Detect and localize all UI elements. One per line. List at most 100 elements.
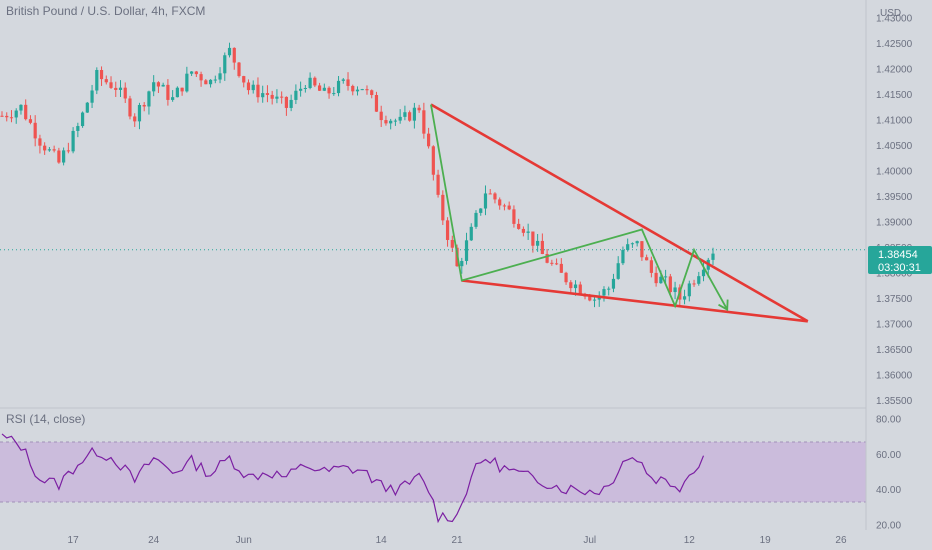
candle-body [223,55,227,74]
candle-body [483,193,488,209]
candle-body [488,193,492,195]
candle-body [450,239,454,248]
candle-body [554,263,559,265]
candle-body [384,120,388,124]
candle-body [536,240,540,246]
candle-body [71,130,75,152]
candle-body [24,104,28,120]
candle-body [76,126,80,131]
candle-body [104,79,108,83]
time-axis[interactable]: 17 24 Jun 14 21 Jul 12 19 26 [68,535,847,546]
upper-trendline[interactable] [430,103,809,323]
candle-body [692,283,696,285]
candle-body [5,115,9,118]
candle-body [38,138,42,146]
candle-body [90,90,94,103]
candle-body [251,84,255,91]
time-axis-tick: 19 [760,535,772,546]
candle-body [28,119,33,123]
candle-body [62,150,66,163]
lower-trendline[interactable] [461,279,808,323]
candle-body [270,94,274,99]
candle-body [284,96,288,108]
candle-body [659,276,663,284]
rsi-axis[interactable]: 20.00 40.00 60.00 80.00 [876,415,901,532]
price-axis-tick: 1.42000 [876,64,913,75]
candle-body [142,104,146,107]
price-axis-tick: 1.39000 [876,217,913,228]
candle-body [550,262,554,264]
pattern-drawing[interactable] [430,104,729,311]
candle-body [645,257,649,261]
rsi-axis-tick: 80.00 [876,415,901,426]
candle-body [199,74,203,81]
candle-body [427,133,431,147]
candle-body [630,243,635,245]
candle-body [398,116,402,121]
candle-body [161,84,165,87]
candle-body [175,87,179,98]
candle-body [370,90,374,96]
candle-body [275,96,279,99]
candle-body [9,117,14,119]
candle-body [52,149,56,151]
candle-body [152,82,156,92]
candle-body [180,87,184,92]
candle-body [540,240,544,254]
candle-body [573,284,578,289]
candle-body [635,241,639,244]
last-price-tag: 1.38454 03:30:31 [868,246,932,274]
candle-body [607,288,611,290]
candle-body [464,240,469,261]
candle-body [389,120,393,124]
price-axis-tick: 1.36000 [876,370,913,381]
candle-body [66,150,70,152]
candle-body [422,110,426,134]
candle-body [569,282,573,289]
candle-body [261,93,265,98]
candle-body [19,104,23,111]
candle-body [436,174,440,195]
candle-body [621,249,625,264]
candle-body [668,276,672,293]
candle-body [626,244,630,250]
candle-body [611,278,616,289]
candle-body [602,289,606,296]
price-axis-tick: 1.42500 [876,39,913,50]
price-axis-tick: 1.40500 [876,141,913,152]
candle-body [213,79,217,81]
candle-body [559,263,563,273]
candle-body [190,71,194,74]
time-axis-tick: 24 [148,535,160,546]
candle-body [123,87,127,99]
candle-body [156,82,161,87]
price-axis-tick: 1.37000 [876,319,913,330]
candle-body [687,283,691,297]
candle-body [682,296,687,300]
candle-body [616,263,620,279]
candle-body [322,87,326,91]
candle-body [360,89,364,91]
price-axis-tick: 1.41000 [876,115,913,126]
candle-body [313,77,317,86]
price-axis-tick: 1.36500 [876,345,913,356]
candle-body [578,284,582,295]
chart-title: British Pound / U.S. Dollar, 4h, FXCM [6,4,205,18]
candle-body [265,93,270,95]
candle-body [346,79,350,86]
price-axis-tick: 1.43000 [876,13,913,24]
time-axis-tick: 17 [68,535,80,546]
last-price-tag-background [868,246,932,274]
candle-body [445,220,450,240]
candle-body [521,228,525,233]
price-axis-tick: 1.35500 [876,396,913,407]
candle-body [317,85,322,91]
candle-body [14,110,18,118]
candle-body [403,112,407,117]
candle-body [431,146,435,175]
candle-body [43,145,47,151]
candle-body [498,199,502,206]
candle-body [479,208,483,213]
